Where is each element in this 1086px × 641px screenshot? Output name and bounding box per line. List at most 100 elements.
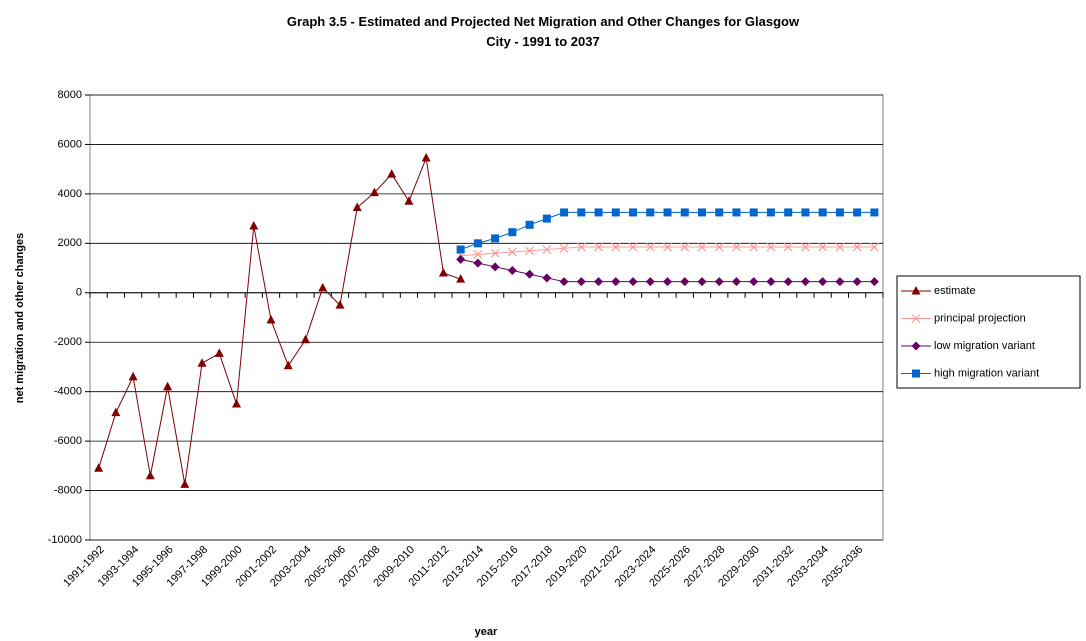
marker — [232, 399, 242, 408]
marker — [715, 208, 724, 217]
marker — [835, 208, 844, 217]
marker — [559, 243, 569, 253]
marker — [645, 277, 655, 287]
marker — [490, 262, 500, 272]
marker — [594, 208, 603, 217]
marker — [818, 242, 828, 252]
marker — [697, 277, 707, 287]
marker — [163, 381, 173, 391]
marker — [576, 277, 586, 287]
marker — [766, 242, 776, 252]
marker — [387, 169, 397, 178]
marker — [249, 221, 259, 230]
marker — [818, 208, 827, 217]
marker — [749, 277, 759, 287]
marker — [714, 242, 724, 252]
marker — [800, 242, 810, 252]
marker — [525, 246, 535, 256]
marker — [749, 242, 759, 252]
marker — [525, 269, 535, 279]
marker — [266, 314, 276, 324]
marker — [594, 242, 603, 252]
marker — [853, 208, 862, 217]
marker — [680, 242, 690, 252]
marker — [300, 334, 310, 344]
legend-label: high migration variant — [934, 367, 1039, 379]
marker — [870, 208, 879, 217]
y-tick-label: -4000 — [54, 386, 82, 398]
marker — [283, 360, 293, 370]
marker — [911, 286, 921, 295]
marker — [507, 266, 517, 276]
y-tick-label: 6000 — [58, 138, 82, 150]
marker — [766, 277, 776, 287]
marker — [852, 277, 862, 287]
marker — [784, 208, 793, 217]
marker — [697, 242, 707, 252]
marker — [911, 341, 921, 351]
marker — [680, 277, 690, 287]
series-line — [98, 156, 461, 485]
marker — [911, 314, 921, 323]
marker — [369, 187, 379, 197]
marker — [473, 250, 483, 259]
marker — [491, 234, 500, 243]
marker — [542, 245, 552, 254]
marker — [732, 242, 741, 252]
marker — [577, 208, 586, 217]
marker — [473, 239, 482, 248]
marker — [214, 348, 224, 357]
marker — [663, 208, 672, 217]
marker — [335, 300, 345, 309]
y-tick-label: -8000 — [54, 484, 82, 496]
marker — [542, 273, 552, 283]
marker — [628, 277, 638, 287]
y-tick-label: 8000 — [58, 89, 82, 101]
y-tick-label: -10000 — [48, 534, 82, 546]
marker — [94, 463, 104, 472]
legend-box — [896, 275, 1081, 389]
marker — [835, 242, 845, 252]
marker — [197, 358, 207, 367]
marker — [421, 153, 431, 162]
marker — [818, 277, 828, 287]
marker — [912, 369, 920, 378]
marker — [628, 242, 638, 252]
marker — [680, 208, 689, 217]
legend-label: estimate — [934, 285, 976, 297]
y-axis-label: net migration and other changes — [14, 233, 26, 404]
marker — [783, 277, 793, 287]
marker — [800, 277, 810, 287]
marker — [508, 228, 517, 237]
marker — [783, 242, 793, 252]
chart-title: Graph 3.5 - Estimated and Projected Net … — [286, 14, 800, 49]
marker — [404, 196, 414, 205]
marker — [697, 208, 706, 217]
marker — [714, 277, 724, 287]
y-tick-label: 4000 — [58, 188, 82, 200]
marker — [732, 208, 741, 217]
marker — [438, 268, 448, 277]
marker — [663, 277, 673, 287]
marker — [852, 242, 862, 252]
y-tick-label: -2000 — [54, 336, 82, 348]
marker — [869, 242, 879, 252]
marker — [473, 258, 483, 268]
marker — [352, 202, 362, 211]
legend-label: principal projection — [934, 312, 1026, 324]
legend-label: low migration variant — [934, 340, 1035, 352]
marker — [731, 277, 741, 287]
marker — [611, 277, 621, 287]
marker — [611, 242, 621, 252]
marker — [318, 282, 328, 292]
marker — [507, 247, 517, 257]
marker — [525, 220, 534, 229]
marker — [835, 277, 845, 287]
marker — [766, 208, 775, 217]
marker — [560, 208, 569, 217]
y-tick-label: 0 — [76, 287, 82, 299]
y-tick-label: 2000 — [58, 237, 82, 249]
marker — [594, 277, 604, 287]
